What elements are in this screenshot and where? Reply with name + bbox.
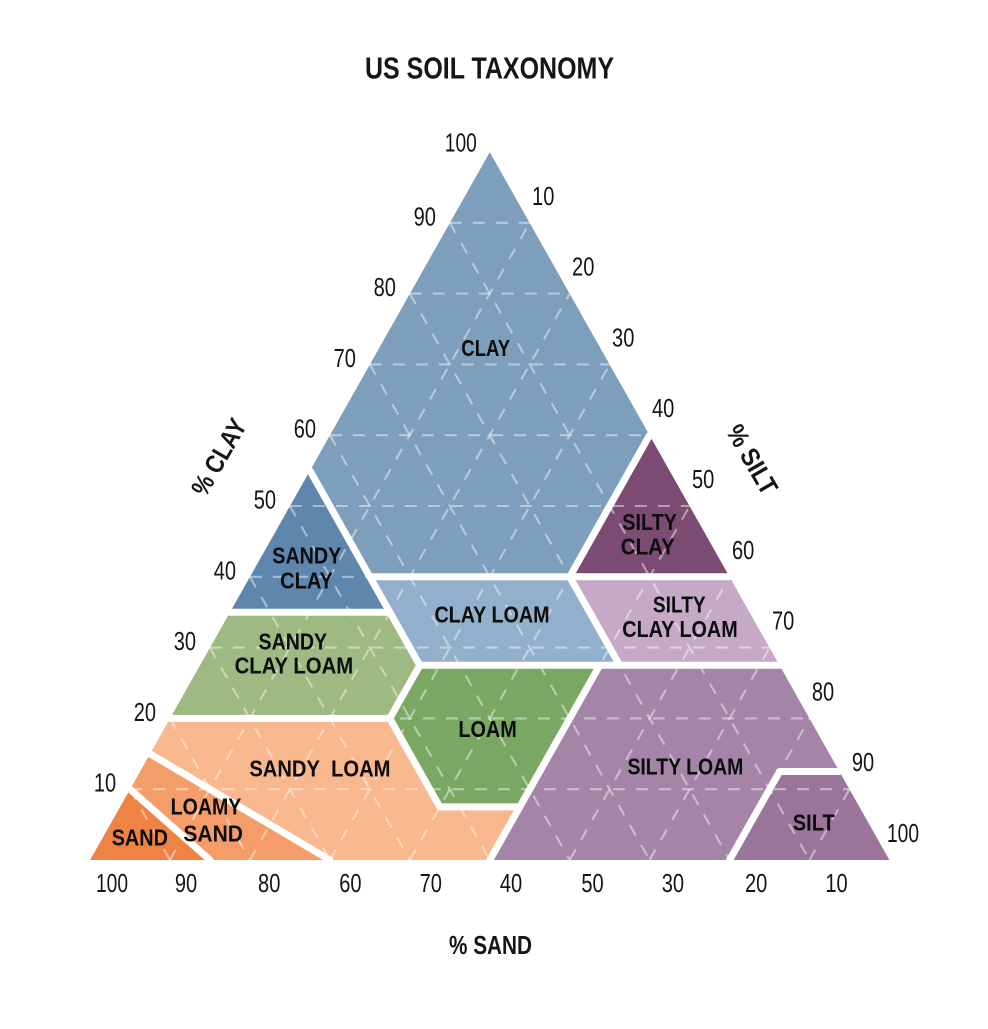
svg-text:80: 80	[258, 868, 280, 898]
svg-text:SANDY LOAM: SANDY LOAM	[249, 756, 390, 782]
svg-text:SANDY: SANDY	[272, 542, 341, 568]
svg-text:US SOIL TAXONOMY: US SOIL TAXONOMY	[365, 51, 614, 86]
svg-text:30: 30	[612, 322, 634, 352]
svg-text:20: 20	[134, 697, 156, 727]
svg-text:100: 100	[445, 127, 477, 157]
svg-text:70: 70	[334, 343, 356, 373]
svg-text:SANDY: SANDY	[259, 628, 328, 654]
svg-text:10: 10	[532, 181, 554, 211]
svg-text:80: 80	[374, 272, 396, 302]
svg-text:50: 50	[254, 485, 276, 515]
svg-text:90: 90	[852, 747, 874, 777]
svg-text:10: 10	[825, 868, 847, 898]
svg-text:100: 100	[96, 868, 128, 898]
svg-text:LOAMY: LOAMY	[171, 794, 242, 820]
svg-text:LOAM: LOAM	[458, 716, 516, 742]
svg-text:10: 10	[94, 768, 116, 798]
svg-text:70: 70	[772, 606, 794, 636]
svg-text:40: 40	[652, 393, 674, 423]
svg-text:50: 50	[581, 868, 603, 898]
svg-text:40: 40	[214, 555, 236, 585]
svg-text:CLAY: CLAY	[461, 335, 510, 361]
svg-text:CLAY LOAM: CLAY LOAM	[622, 616, 737, 642]
svg-text:60: 60	[732, 535, 754, 565]
svg-text:SAND: SAND	[183, 820, 243, 846]
svg-text:% SAND: % SAND	[449, 930, 532, 960]
svg-text:CLAY LOAM: CLAY LOAM	[434, 602, 549, 628]
svg-text:90: 90	[175, 868, 197, 898]
svg-text:50: 50	[692, 464, 714, 494]
svg-text:SILTY: SILTY	[622, 509, 677, 535]
svg-text:100: 100	[887, 818, 919, 848]
svg-text:90: 90	[414, 201, 436, 231]
svg-text:SAND: SAND	[112, 824, 168, 850]
svg-text:30: 30	[662, 868, 684, 898]
svg-text:SILTY: SILTY	[653, 592, 706, 618]
svg-text:20: 20	[745, 868, 767, 898]
svg-text:CLAY LOAM: CLAY LOAM	[235, 652, 354, 678]
svg-text:80: 80	[812, 676, 834, 706]
svg-text:40: 40	[500, 868, 522, 898]
svg-text:CLAY: CLAY	[621, 534, 675, 560]
svg-text:60: 60	[294, 414, 316, 444]
svg-text:60: 60	[339, 868, 361, 898]
svg-text:SILT: SILT	[793, 809, 835, 835]
svg-text:CLAY: CLAY	[280, 568, 333, 594]
svg-text:30: 30	[174, 626, 196, 656]
svg-text:SILTY LOAM: SILTY LOAM	[627, 753, 743, 779]
svg-text:20: 20	[572, 252, 594, 282]
svg-text:70: 70	[420, 868, 442, 898]
